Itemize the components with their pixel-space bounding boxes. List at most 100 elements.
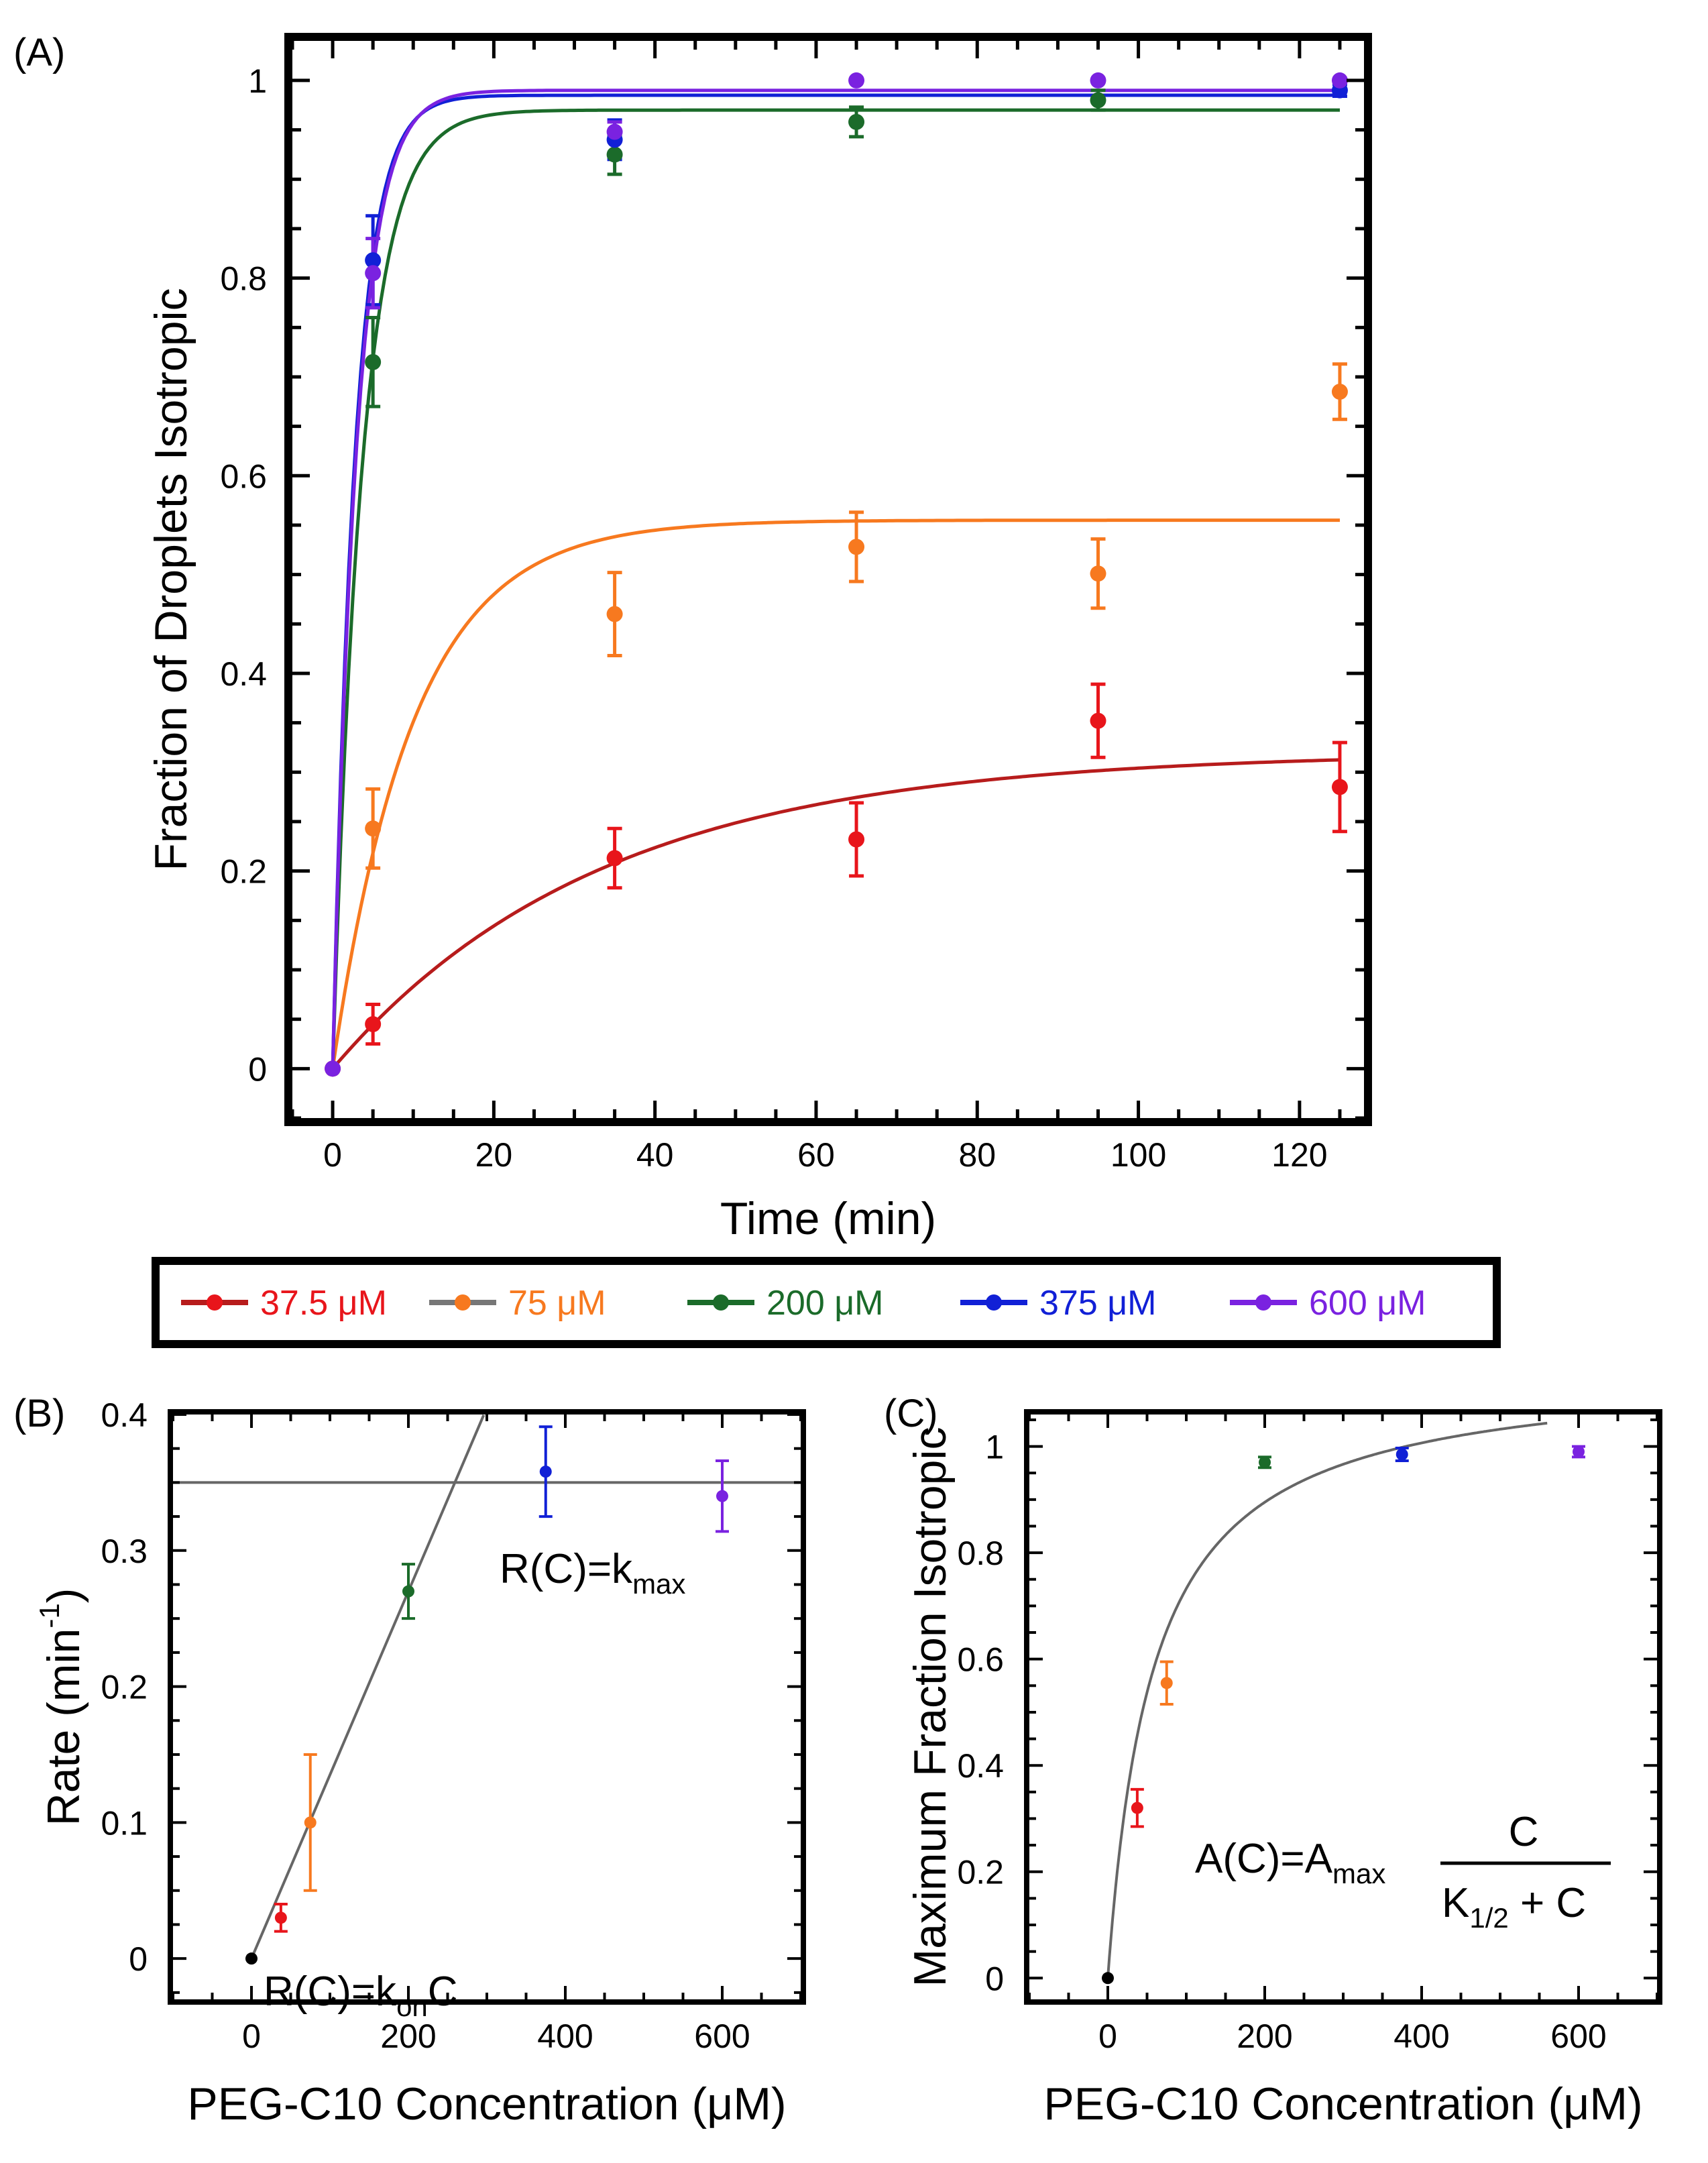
fit-curve	[331, 108, 1340, 1069]
legend-label: 37.5 μM	[260, 1284, 387, 1323]
data-point	[1331, 779, 1348, 795]
panel-c-frame	[1024, 1409, 1662, 2005]
data-point	[365, 1016, 382, 1033]
data-point	[1090, 72, 1106, 89]
panel-b-label: (B)	[13, 1392, 65, 1435]
data-point	[1331, 72, 1348, 89]
data-point	[325, 1060, 341, 1077]
rate-max-formula: R(C)=kmax	[500, 1546, 685, 1600]
saturation-fit-curve	[1106, 1421, 1548, 1979]
panel-b-y-axis-label: Rate (min-1)	[34, 1588, 89, 1826]
data-point	[1160, 1677, 1173, 1689]
y-tick-label: 0.6	[957, 1641, 1004, 1679]
legend-marker	[207, 1294, 223, 1311]
y-tick-label: 0.8	[220, 260, 267, 298]
legend-frame	[152, 1257, 1501, 1348]
x-tick-label: 60	[797, 1136, 835, 1174]
data-point	[304, 1816, 317, 1829]
formula-numerator: C	[1509, 1809, 1539, 1855]
x-tick-label: 400	[1393, 2017, 1449, 2055]
legend-label: 200 μM	[766, 1284, 883, 1323]
panel-a-x-axis-label: Time (min)	[720, 1193, 936, 1244]
y-tick-label: 0	[248, 1050, 267, 1088]
x-tick-label: 80	[958, 1136, 996, 1174]
panel-a-frame	[284, 33, 1372, 1126]
data-point	[539, 1465, 552, 1478]
data-point	[245, 1952, 258, 1965]
data-point	[1102, 1972, 1114, 1985]
data-point	[1396, 1448, 1408, 1461]
legend: 37.5 μM 75 μM 200 μM 375 μM 600 μM	[152, 1257, 1501, 1348]
panel-c-label: (C)	[884, 1392, 938, 1435]
data-point	[1259, 1456, 1271, 1469]
x-tick-label: 200	[380, 2017, 436, 2055]
data-point	[848, 113, 865, 130]
x-tick-label: 600	[1550, 2017, 1606, 2055]
y-tick-label: 1	[248, 62, 267, 100]
y-tick-label: 0.1	[101, 1804, 148, 1842]
panel-a: 0 20 40 60 80 100 120 0 0.2 0.4 0.6 0.8 1 Time (min)…	[146, 33, 1372, 1244]
y-tick-label: 0.6	[220, 457, 267, 495]
panel-c: 0 200 400 600 0 0.2 0.4 0.6 0.8 1 PEG-C10 Concent…	[905, 1409, 1662, 2129]
legend-marker	[455, 1294, 471, 1311]
linear-fit-line	[250, 1415, 486, 1959]
formula-lhs: A(C)=Amax	[1195, 1836, 1385, 1889]
data-point	[606, 606, 623, 622]
data-point	[1090, 565, 1106, 582]
fit-curve	[331, 758, 1341, 1070]
y-tick-label: 0.2	[957, 1854, 1004, 1891]
formula-denominator: K1/2 + C	[1442, 1880, 1586, 1934]
x-tick-label: 0	[242, 2017, 261, 2055]
data-point	[365, 820, 382, 837]
saturation-formula: A(C)=Amax C K1/2 + C	[1195, 1809, 1611, 1934]
rate-on-formula: R(C)=konC	[264, 1968, 458, 2022]
data-point	[848, 72, 865, 89]
x-tick-label: 600	[694, 2017, 750, 2055]
data-point	[1331, 384, 1348, 400]
data-point	[606, 146, 623, 163]
data-point	[274, 1911, 287, 1924]
legend-label: 600 μM	[1309, 1284, 1426, 1323]
x-tick-label: 40	[636, 1136, 674, 1174]
data-point	[1090, 712, 1106, 729]
y-tick-label: 0.8	[957, 1535, 1004, 1572]
legend-label: 75 μM	[508, 1284, 606, 1323]
y-tick-label: 1	[985, 1429, 1004, 1466]
data-point	[1573, 1445, 1585, 1458]
panel-b: 0 200 400 600 0 0.1 0.2 0.3 0.4 PEG-C10 Concentr…	[34, 1396, 806, 2129]
panel-b-x-axis-label: PEG-C10 Concentration (μM)	[187, 2078, 786, 2129]
legend-marker	[713, 1294, 729, 1311]
legend-marker	[1255, 1294, 1271, 1311]
data-point	[402, 1585, 414, 1598]
x-tick-label: 0	[323, 1136, 342, 1174]
data-point	[1131, 1801, 1143, 1814]
fit-curve	[331, 518, 1340, 1069]
panel-b-frame	[168, 1409, 806, 2005]
x-tick-label: 400	[537, 2017, 593, 2055]
y-tick-label: 0	[129, 1940, 148, 1978]
data-point	[606, 123, 623, 140]
y-tick-label: 0.3	[101, 1533, 148, 1570]
data-point	[1090, 92, 1106, 109]
data-point	[365, 265, 382, 282]
legend-marker	[986, 1294, 1002, 1311]
y-tick-label: 0.2	[220, 853, 267, 891]
x-tick-label: 200	[1237, 2017, 1292, 2055]
y-tick-label: 0.4	[957, 1747, 1004, 1785]
data-point	[606, 850, 623, 867]
panel-c-y-axis-label: Maximum Fraction Isotropic	[905, 1427, 956, 1987]
x-tick-label: 0	[1098, 2017, 1117, 2055]
data-point	[365, 353, 382, 370]
panel-a-y-axis-label: Fraction of Droplets Isotropic	[146, 288, 196, 871]
data-point	[365, 252, 382, 269]
x-tick-label: 120	[1271, 1136, 1327, 1174]
panel-a-label: (A)	[13, 31, 65, 74]
legend-label: 375 μM	[1039, 1284, 1156, 1323]
x-tick-label: 100	[1111, 1136, 1166, 1174]
data-point	[848, 831, 865, 848]
y-tick-label: 0	[985, 1960, 1004, 1997]
y-tick-label: 0.4	[220, 655, 267, 693]
data-point	[848, 539, 865, 555]
fit-curve	[331, 93, 1340, 1069]
fit-curve	[331, 89, 1340, 1069]
